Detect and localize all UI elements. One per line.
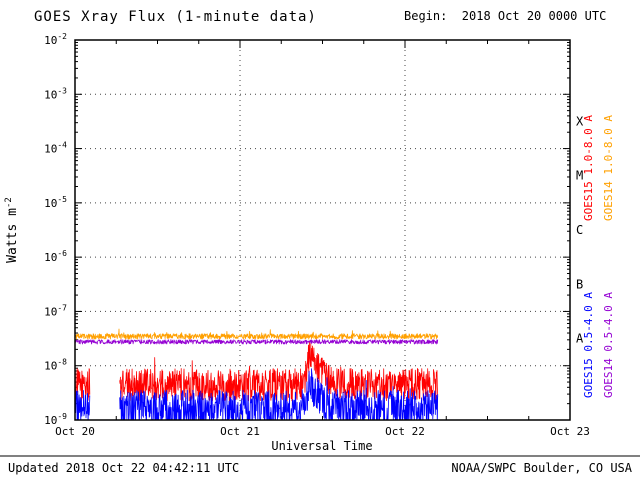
y-tick-label: 10-2: [44, 32, 67, 47]
chart-title: GOES Xray Flux (1-minute data): [34, 9, 317, 25]
series-goes15-0-5-4-0-a: [75, 368, 439, 420]
flare-class-label: C: [576, 223, 583, 237]
series-traces: [75, 328, 439, 420]
y-tick-label: 10-9: [44, 412, 67, 427]
flare-class-label: A: [576, 332, 584, 346]
footer-source: NOAA/SWPC Boulder, CO USA: [451, 461, 632, 475]
flare-class-label: B: [576, 277, 583, 291]
x-axis-title: Universal Time: [271, 439, 372, 453]
footer-updated-timestamp: Updated 2018 Oct 22 04:42:11 UTC: [8, 461, 239, 475]
series-label-goes14-0-5-4-0-a: GOES14 0.5-4.0 A: [602, 292, 615, 398]
y-tick-label: 10-3: [44, 86, 67, 101]
series-label-goes14-1-0-8-0-a: GOES14 1.0-8.0 A: [602, 115, 615, 221]
y-axis-title-exponent: -2: [4, 197, 14, 208]
begin-time-label: Begin: 2018 Oct 20 0000 UTC: [404, 9, 606, 23]
series-goes14-1-0-8-0-a: [75, 328, 439, 340]
x-tick-label: Oct 22: [385, 425, 425, 438]
y-axis-title-base: Watts m: [5, 208, 20, 263]
x-tick-label: Oct 21: [220, 425, 260, 438]
y-tick-label: 10-7: [44, 303, 67, 318]
series-goes15-1-0-8-0-a: [75, 340, 439, 402]
x-tick-label: Oct 23: [550, 425, 590, 438]
flare-class-label: M: [576, 169, 583, 183]
y-tick-label: 10-5: [44, 195, 67, 210]
plot-border: [74, 39, 571, 421]
y-axis-title: Watts m-2: [4, 197, 20, 263]
y-tick-label: 10-4: [44, 141, 67, 156]
y-tick-label: 10-8: [44, 358, 67, 373]
series-goes14-0-5-4-0-a: [75, 339, 439, 345]
y-tick-label: 10-6: [44, 249, 67, 264]
series-label-goes15-0-5-4-0-a: GOES15 0.5-4.0 A: [582, 292, 595, 398]
x-tick-label: Oct 20: [55, 425, 95, 438]
series-label-goes15-1-0-8-0-a: GOES15 1.0-8.0 A: [582, 115, 595, 221]
flare-class-label: X: [576, 114, 584, 128]
